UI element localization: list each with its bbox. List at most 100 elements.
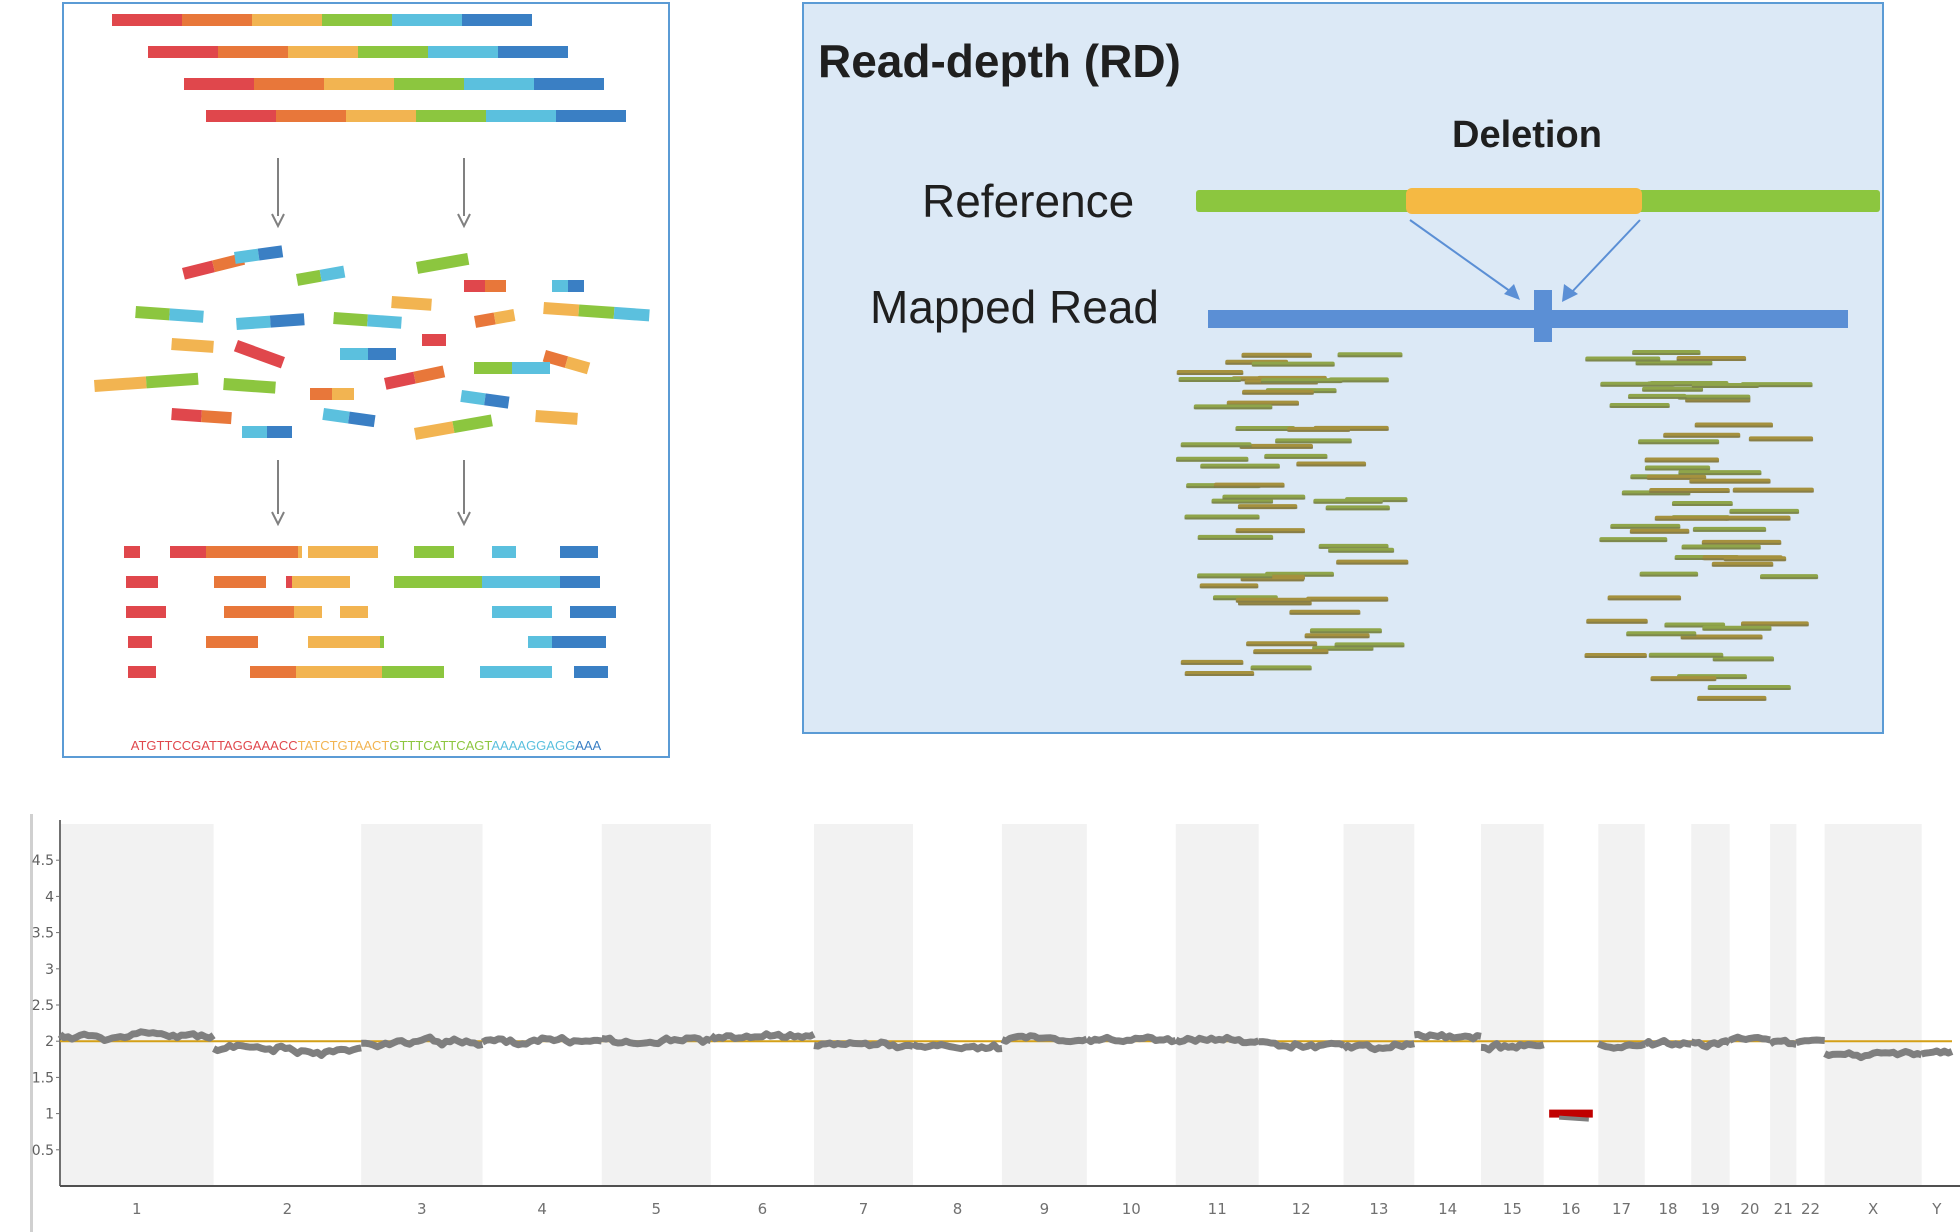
- read-fragment-segment: [257, 245, 284, 261]
- short-read-shadow: [1336, 562, 1409, 565]
- x-tick-label: 4: [537, 1200, 547, 1218]
- genome-copy-segment: [206, 110, 276, 122]
- genome-copy-segment: [416, 110, 486, 122]
- aligned-read: [126, 606, 166, 618]
- short-read-shadow: [1648, 655, 1724, 658]
- short-read-shadow: [1681, 547, 1761, 550]
- read-fragment-segment: [543, 301, 580, 317]
- x-tick-label: 20: [1740, 1200, 1759, 1218]
- chromosome-band: [1343, 824, 1415, 1186]
- chromosome-band: [601, 824, 711, 1186]
- chromosome-band: [1001, 824, 1087, 1186]
- short-read-shadow: [1180, 662, 1244, 665]
- fragmentation-arrow-head: [457, 213, 471, 229]
- short-read-shadow: [1184, 674, 1255, 677]
- short-read-shadow: [1646, 477, 1707, 480]
- read-fragment: [416, 252, 470, 274]
- aligned-read: [250, 666, 296, 678]
- mapped-read-label: Mapped Read: [870, 281, 1159, 333]
- chromosome-band: [813, 824, 914, 1186]
- copy-number-trace: [1768, 1036, 1798, 1048]
- short-read-shadow: [1607, 598, 1682, 601]
- copy-number-trace: [480, 1034, 603, 1049]
- short-read-shadow: [1240, 579, 1305, 582]
- copy-number-trace: [1258, 1038, 1345, 1052]
- short-read-shadow: [1586, 621, 1648, 624]
- assembly-arrow-head: [271, 511, 285, 527]
- short-read-shadow: [1663, 435, 1741, 438]
- short-read-shadow: [1235, 429, 1296, 432]
- short-read-shadow: [1609, 405, 1670, 408]
- genome-copy-segment: [182, 14, 252, 26]
- short-read-shadow: [1685, 400, 1751, 403]
- sequence-part-4: AAAAGGAGG: [491, 738, 576, 753]
- y-tick-label: 1.5: [32, 1070, 54, 1086]
- short-read-shadow: [1296, 464, 1367, 467]
- read-fragment-segment: [413, 365, 446, 384]
- aligned-read: [560, 546, 598, 558]
- short-read-shadow: [1178, 379, 1241, 382]
- aligned-read: [482, 576, 562, 588]
- deletion-region: [1406, 188, 1642, 214]
- read-fragment-segment: [613, 306, 650, 322]
- read-fragment-segment: [310, 388, 332, 400]
- short-read-shadow: [1650, 679, 1717, 682]
- short-read-shadow: [1334, 645, 1405, 648]
- read-depth-panel: Read-depth (RD) Deletion Reference Mappe…: [802, 2, 1884, 734]
- read-fragment: [310, 388, 354, 400]
- copy-number-trace: [1084, 1033, 1177, 1046]
- short-read-shadow: [1200, 466, 1280, 469]
- short-read-shadow: [1740, 385, 1813, 388]
- copy-number-trace: [1597, 1040, 1646, 1052]
- copy-number-plot-panel: 0.5 1 1.5 2 2.5 3 3.5 4 4.5 1 2 3 4 5 6 7 8 9 10 11 12 13 14 15…: [30, 814, 1960, 1232]
- copy-number-trace: [1480, 1040, 1545, 1054]
- deletion-breakpoint: [1534, 290, 1552, 342]
- x-tick-label: 12: [1292, 1200, 1311, 1218]
- x-tick-label: X: [1868, 1200, 1878, 1218]
- copy-number-trace: [1000, 1032, 1089, 1046]
- read-fragment-segment: [464, 280, 485, 292]
- read-fragment-segment: [319, 265, 346, 282]
- aligned-read: [394, 576, 482, 588]
- short-read-shadow: [1239, 446, 1313, 449]
- short-read-shadow: [1264, 456, 1328, 459]
- read-fragment-segment: [182, 260, 215, 280]
- short-read-shadow: [1760, 577, 1819, 580]
- y-tick-label: 2.5: [32, 998, 54, 1014]
- short-read-shadow: [1635, 363, 1713, 366]
- x-tick-label: 15: [1503, 1200, 1522, 1218]
- read-fragment-segment: [332, 388, 354, 400]
- read-fragment-segment: [460, 390, 486, 406]
- short-read-shadow: [1740, 624, 1809, 627]
- short-read-shadow: [1211, 501, 1274, 504]
- aligned-read: [124, 546, 140, 558]
- short-read-shadow: [1337, 355, 1403, 358]
- aligned-read: [492, 606, 552, 618]
- shotgun-sequencing-panel: ATGTTCCGATTAGGAAACCTATCTGTAACTGTTTCATTCA…: [62, 2, 670, 758]
- genome-copy-segment: [394, 78, 464, 90]
- short-read-shadow: [1692, 529, 1767, 532]
- read-fragment: [474, 309, 516, 328]
- genome-copy-segment: [184, 78, 254, 90]
- aligned-read: [296, 666, 382, 678]
- chromosome-band: [1770, 824, 1797, 1186]
- read-fragment-segment: [484, 393, 510, 409]
- read-fragment: [135, 306, 204, 323]
- copy-number-trace: [212, 1041, 362, 1059]
- read-fragment-segment: [474, 362, 512, 374]
- read-fragment-segment: [391, 296, 432, 311]
- short-read-shadow: [1689, 481, 1771, 484]
- copy-number-trace: [1559, 1115, 1589, 1122]
- x-tick-label: 17: [1612, 1200, 1631, 1218]
- short-read-shadow: [1312, 648, 1374, 651]
- read-fragment: [391, 296, 432, 311]
- read-fragment-segment: [333, 312, 368, 327]
- read-fragment-segment: [578, 304, 615, 319]
- short-read-shadow: [1306, 599, 1389, 602]
- read-fragment-segment: [322, 408, 350, 424]
- short-read-shadow: [1638, 442, 1720, 445]
- assembly-arrow-head: [457, 511, 471, 527]
- short-read-shadow: [1251, 364, 1335, 367]
- copy-number-trace: [1690, 1037, 1732, 1051]
- read-depth-title: Read-depth (RD): [818, 35, 1181, 87]
